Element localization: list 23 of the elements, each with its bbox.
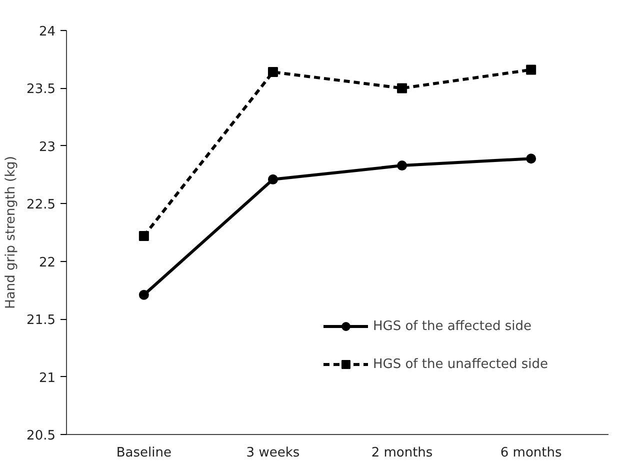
y-tick-label: 24 — [38, 24, 56, 40]
legend-label: HGS of the unaffected side — [372, 356, 548, 372]
x-tick-label: 6 months — [500, 446, 562, 460]
point — [526, 154, 536, 164]
y-tick-label: 23 — [38, 140, 56, 155]
x-tick-label: Baseline — [116, 446, 172, 460]
point — [397, 160, 408, 171]
point — [138, 230, 149, 241]
y-tick-label: 22 — [38, 255, 56, 270]
point — [268, 67, 278, 78]
y-tick-label: 20.5 — [26, 428, 56, 444]
y-axis-title: Hand grip strength (kg) — [4, 156, 19, 309]
point — [526, 64, 536, 75]
point — [138, 290, 149, 300]
y-tick-label: 21 — [38, 370, 56, 386]
x-tick-label: 2 months — [371, 446, 433, 460]
point — [268, 174, 278, 184]
x-tick-label: 3 weeks — [246, 446, 300, 460]
y-tick-label: 23.5 — [26, 82, 56, 98]
y-tick-label: 21.5 — [26, 313, 56, 328]
legend-label: HGS of the affected side — [372, 318, 532, 334]
point — [397, 83, 408, 94]
y-tick-label: 22.5 — [26, 198, 56, 213]
